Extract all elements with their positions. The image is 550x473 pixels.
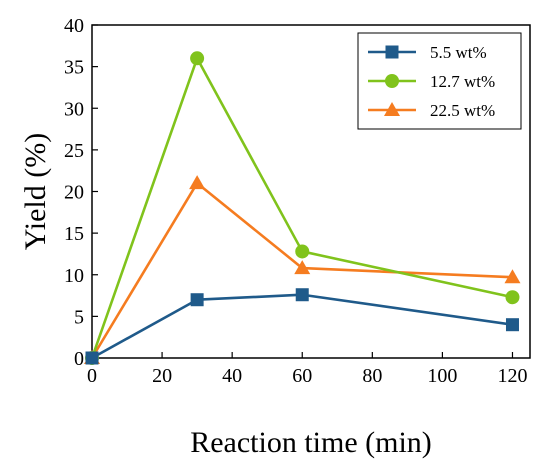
series-3 bbox=[84, 175, 521, 364]
y-tick-label: 10 bbox=[64, 265, 84, 287]
legend-item: 12.7 wt% bbox=[368, 72, 495, 91]
x-tick-label: 20 bbox=[152, 365, 172, 387]
x-tick-label: 80 bbox=[362, 365, 382, 387]
data-point bbox=[85, 351, 99, 365]
x-tick-label: 0 bbox=[87, 365, 97, 387]
legend-item: 22.5 wt% bbox=[368, 101, 495, 120]
legend-marker bbox=[384, 102, 400, 116]
series-line bbox=[91, 293, 513, 360]
legend-label: 5.5 wt% bbox=[430, 43, 487, 62]
data-point bbox=[190, 51, 205, 66]
legend-marker bbox=[385, 45, 399, 59]
series-line bbox=[90, 181, 513, 359]
data-point bbox=[294, 260, 311, 275]
y-axis-title: Yield (%) bbox=[19, 133, 52, 250]
data-point bbox=[504, 269, 521, 284]
data-point bbox=[190, 293, 204, 307]
data-point bbox=[505, 290, 520, 305]
x-tick-label: 40 bbox=[222, 365, 242, 387]
y-tick-label: 0 bbox=[74, 348, 84, 370]
x-tick-label: 60 bbox=[292, 365, 312, 387]
series-1 bbox=[85, 288, 519, 365]
series-line bbox=[90, 56, 513, 359]
x-axis-title: Reaction time (min) bbox=[190, 426, 432, 459]
x-axis: 0 20 40 60 80 100 120 bbox=[87, 352, 527, 387]
legend-label: 22.5 wt% bbox=[430, 101, 495, 120]
legend: 5.5 wt% 12.7 wt% 22.5 wt% bbox=[357, 32, 522, 130]
y-tick-label: 15 bbox=[64, 223, 84, 245]
series-layer bbox=[84, 51, 521, 365]
y-tick-label: 25 bbox=[64, 140, 84, 162]
y-tick-label: 20 bbox=[64, 182, 84, 204]
y-tick-label: 35 bbox=[64, 57, 84, 79]
y-tick-label: 5 bbox=[74, 306, 84, 328]
legend-marker bbox=[385, 74, 399, 88]
data-point bbox=[295, 244, 310, 259]
y-axis: 0 5 10 15 20 25 30 35 40 bbox=[64, 15, 98, 370]
y-tick-label: 40 bbox=[64, 15, 84, 37]
data-point bbox=[189, 175, 206, 190]
legend-label: 12.7 wt% bbox=[430, 72, 495, 91]
legend-item: 5.5 wt% bbox=[368, 43, 487, 62]
data-point bbox=[505, 318, 519, 332]
y-tick-label: 30 bbox=[64, 98, 84, 120]
data-point bbox=[295, 288, 309, 302]
x-tick-label: 120 bbox=[497, 365, 527, 387]
x-tick-label: 100 bbox=[427, 365, 457, 387]
